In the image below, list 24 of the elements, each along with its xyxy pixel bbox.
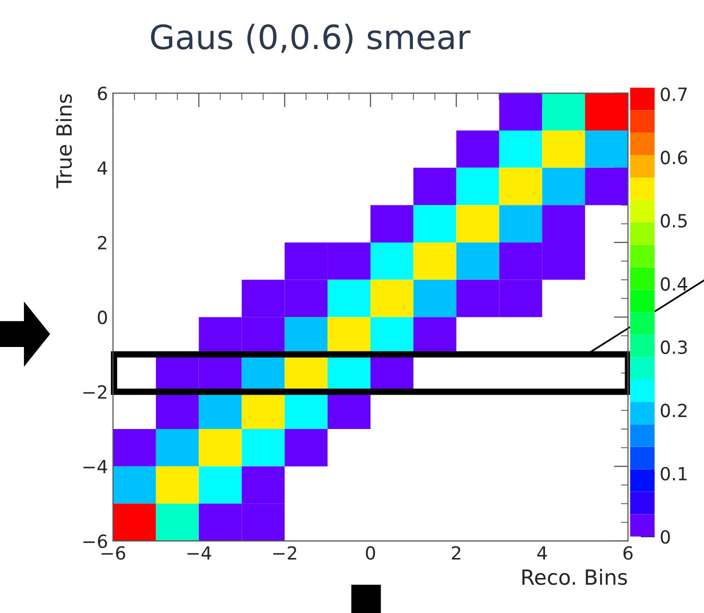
color-bar-label: 0.5	[660, 214, 687, 228]
chart-title: Gaus (0,0.6) smear	[151, 24, 470, 54]
x-tick-label: 4	[537, 546, 547, 560]
x-tick-label: 2	[452, 546, 460, 560]
color-bar-label: 0.6	[660, 150, 688, 164]
x-tick-label: −2	[273, 546, 296, 560]
y-tick-label: 4	[98, 162, 108, 175]
y-axis-title: True Bins	[56, 94, 72, 188]
color-bar-label: 0.1	[660, 466, 687, 481]
color-bar-label: 0.4	[660, 277, 688, 291]
y-tick-label: 0	[98, 310, 107, 324]
y-tick-label: −2	[83, 385, 106, 399]
color-bar-label: 0.3	[660, 340, 687, 354]
x-axis-title: Reco. Bins	[522, 568, 627, 585]
color-bar-label: 0.7	[660, 87, 687, 102]
y-tick-label: −6	[83, 534, 107, 548]
color-bar-label: 0	[660, 530, 670, 544]
y-tick-label: 2	[98, 236, 106, 250]
y-tick-label: −4	[83, 460, 108, 474]
x-tick-label: 0	[366, 546, 376, 560]
color-bar-label: 0.2	[660, 404, 686, 418]
x-tick-label: −4	[187, 546, 212, 560]
y-tick-label: 6	[98, 86, 107, 100]
x-tick-label: 6	[623, 546, 633, 560]
